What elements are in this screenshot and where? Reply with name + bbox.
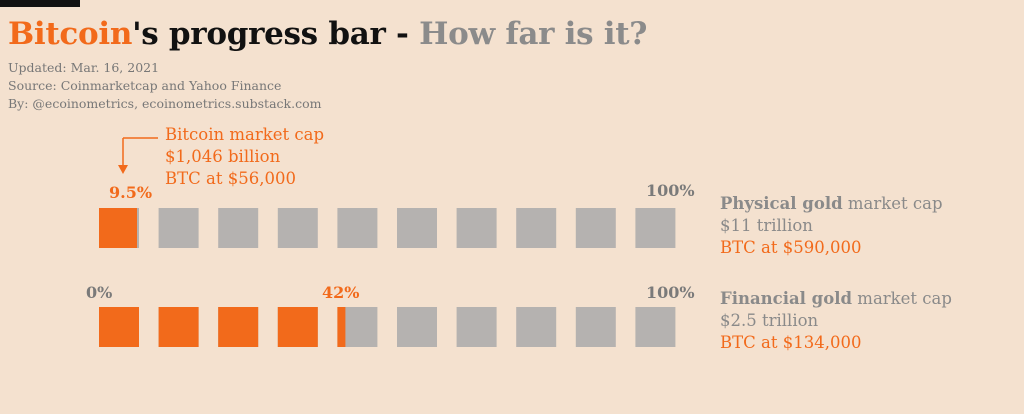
- bar-2-block-6: [397, 307, 437, 347]
- bar-1-label: Physical gold market cap $11 trillion BT…: [720, 193, 943, 259]
- bar-2-btc-price: BTC at $134,000: [720, 333, 862, 352]
- bar-1-block-10: [635, 208, 676, 248]
- bar-1-block-3: [218, 208, 259, 248]
- annotation-arrow-head: [118, 165, 128, 174]
- bar-1-block-4: [277, 208, 318, 248]
- annotation-line-3: BTC at $56,000: [165, 169, 296, 188]
- progress-bars: [99, 208, 676, 347]
- bar-1-label-rest: market cap: [842, 194, 943, 213]
- title-bitcoin: Bitcoin: [8, 16, 133, 52]
- bar-2-block-9: [575, 307, 616, 347]
- bar-2-block-2-fill: [158, 307, 199, 347]
- bar-1-btc-price: BTC at $590,000: [720, 238, 862, 257]
- title-question: How far is it?: [419, 16, 648, 52]
- bar-2-block-3-fill: [218, 307, 259, 347]
- bar-2-block-5-fill: [337, 307, 346, 347]
- title-middle: 's progress bar -: [132, 16, 420, 52]
- bar-1-block-5: [337, 208, 378, 248]
- bar-1-block-1-fill: [99, 208, 137, 248]
- bar-2-label: Financial gold market cap $2.5 trillion …: [720, 288, 952, 354]
- bar-2-label-strong: Financial gold: [720, 289, 853, 308]
- bar-1-block-6: [397, 208, 437, 248]
- chart-title: Bitcoin's progress bar - How far is it?: [8, 16, 647, 52]
- bar-2-block-8: [516, 307, 557, 347]
- bar-1-label-strong: Physical gold: [720, 194, 843, 213]
- updated-date: Updated: Mar. 16, 2021: [8, 60, 160, 75]
- bar-2-value: $2.5 trillion: [720, 311, 819, 330]
- annotation-line-1: Bitcoin market cap: [165, 125, 325, 144]
- byline: By: @ecoinometrics, ecoinometrics.substa…: [8, 96, 322, 111]
- bar-1-value: $11 trillion: [720, 216, 813, 235]
- annotation-line-2: $1,046 billion: [165, 147, 281, 166]
- bar-2-progress-label: 42%: [322, 283, 360, 302]
- bar-2-block-1-fill: [99, 307, 139, 347]
- bar-1-end-label: 100%: [646, 181, 695, 200]
- bar-1-block-9: [575, 208, 616, 248]
- bar-2-block-7: [456, 307, 497, 347]
- bar-1-block-7: [456, 208, 497, 248]
- bar-2-block-10: [635, 307, 676, 347]
- top-black-bar: [0, 0, 80, 7]
- bar-1-block-8: [516, 208, 557, 248]
- bar-2-label-rest: market cap: [852, 289, 952, 308]
- bar-1-block-2: [158, 208, 199, 248]
- bar-2-block-4-fill: [277, 307, 318, 347]
- bitcoin-annotation: Bitcoin market cap $1,046 billion BTC at…: [165, 124, 324, 190]
- bar-2-end-label: 100%: [646, 283, 695, 302]
- bar-1-progress-label: 9.5%: [109, 183, 153, 202]
- source-note: Source: Coinmarketcap and Yahoo Finance: [8, 78, 282, 93]
- bar-2-start-label: 0%: [86, 283, 113, 302]
